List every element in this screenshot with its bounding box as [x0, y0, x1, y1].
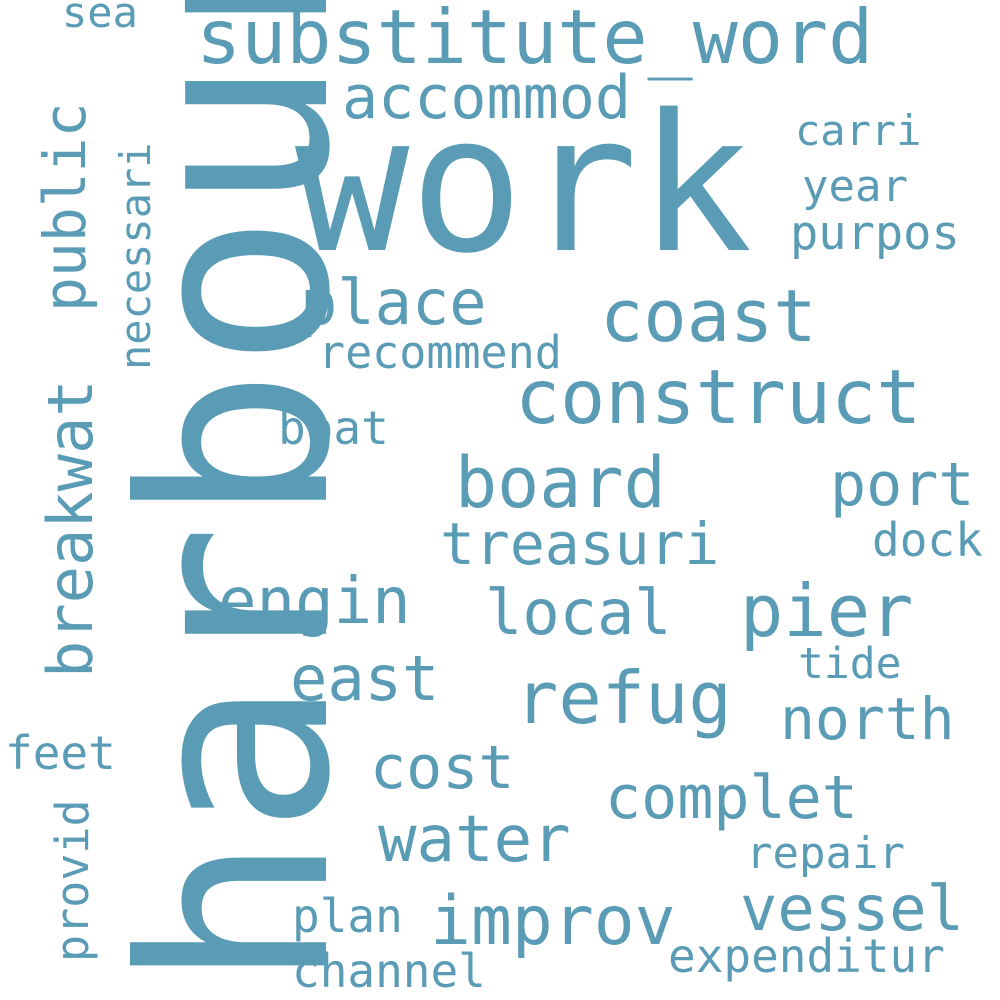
word-tide: tide	[798, 639, 902, 689]
word-pier: pier	[740, 569, 914, 653]
word-dock: dock	[872, 513, 983, 567]
word-sea: sea	[62, 0, 138, 37]
word-improv: improv	[430, 882, 676, 961]
word-provid: provid	[46, 799, 99, 962]
word-accommod: accommod	[342, 63, 631, 133]
word-year: year	[802, 161, 908, 212]
word-channel: channel	[292, 944, 486, 998]
word-east: east	[290, 642, 440, 715]
word-treasuri: treasuri	[440, 510, 720, 578]
word-refug: refug	[515, 656, 732, 740]
word-recommend: recommend	[318, 326, 562, 379]
word-north: north	[780, 685, 955, 753]
word-necessari: necessari	[111, 142, 160, 370]
word-boat: boat	[278, 401, 389, 455]
word-work: work	[295, 74, 753, 295]
word-purpos: purpos	[790, 206, 960, 261]
word-vessel: vessel	[740, 872, 964, 945]
word-expenditur: expenditur	[668, 929, 945, 983]
word-complet: complet	[605, 763, 858, 833]
word-repair: repair	[746, 828, 905, 879]
word-place: place	[300, 266, 487, 339]
word-local: local	[485, 576, 672, 649]
word-water: water	[378, 803, 571, 877]
word-carri: carri	[795, 106, 922, 155]
word-engin: engin	[218, 565, 411, 639]
word-public: public	[31, 102, 99, 312]
word-coast: coast	[600, 274, 817, 358]
word-feet: feet	[5, 726, 116, 780]
word-breakwat: breakwat	[34, 379, 107, 678]
word-cost: cost	[370, 733, 515, 803]
word-board: board	[455, 442, 666, 524]
word-construct: construct	[515, 353, 922, 441]
word-plan: plan	[292, 889, 403, 943]
word-port: port	[830, 450, 975, 520]
word-substitute-word: substitute_word	[196, 0, 874, 81]
